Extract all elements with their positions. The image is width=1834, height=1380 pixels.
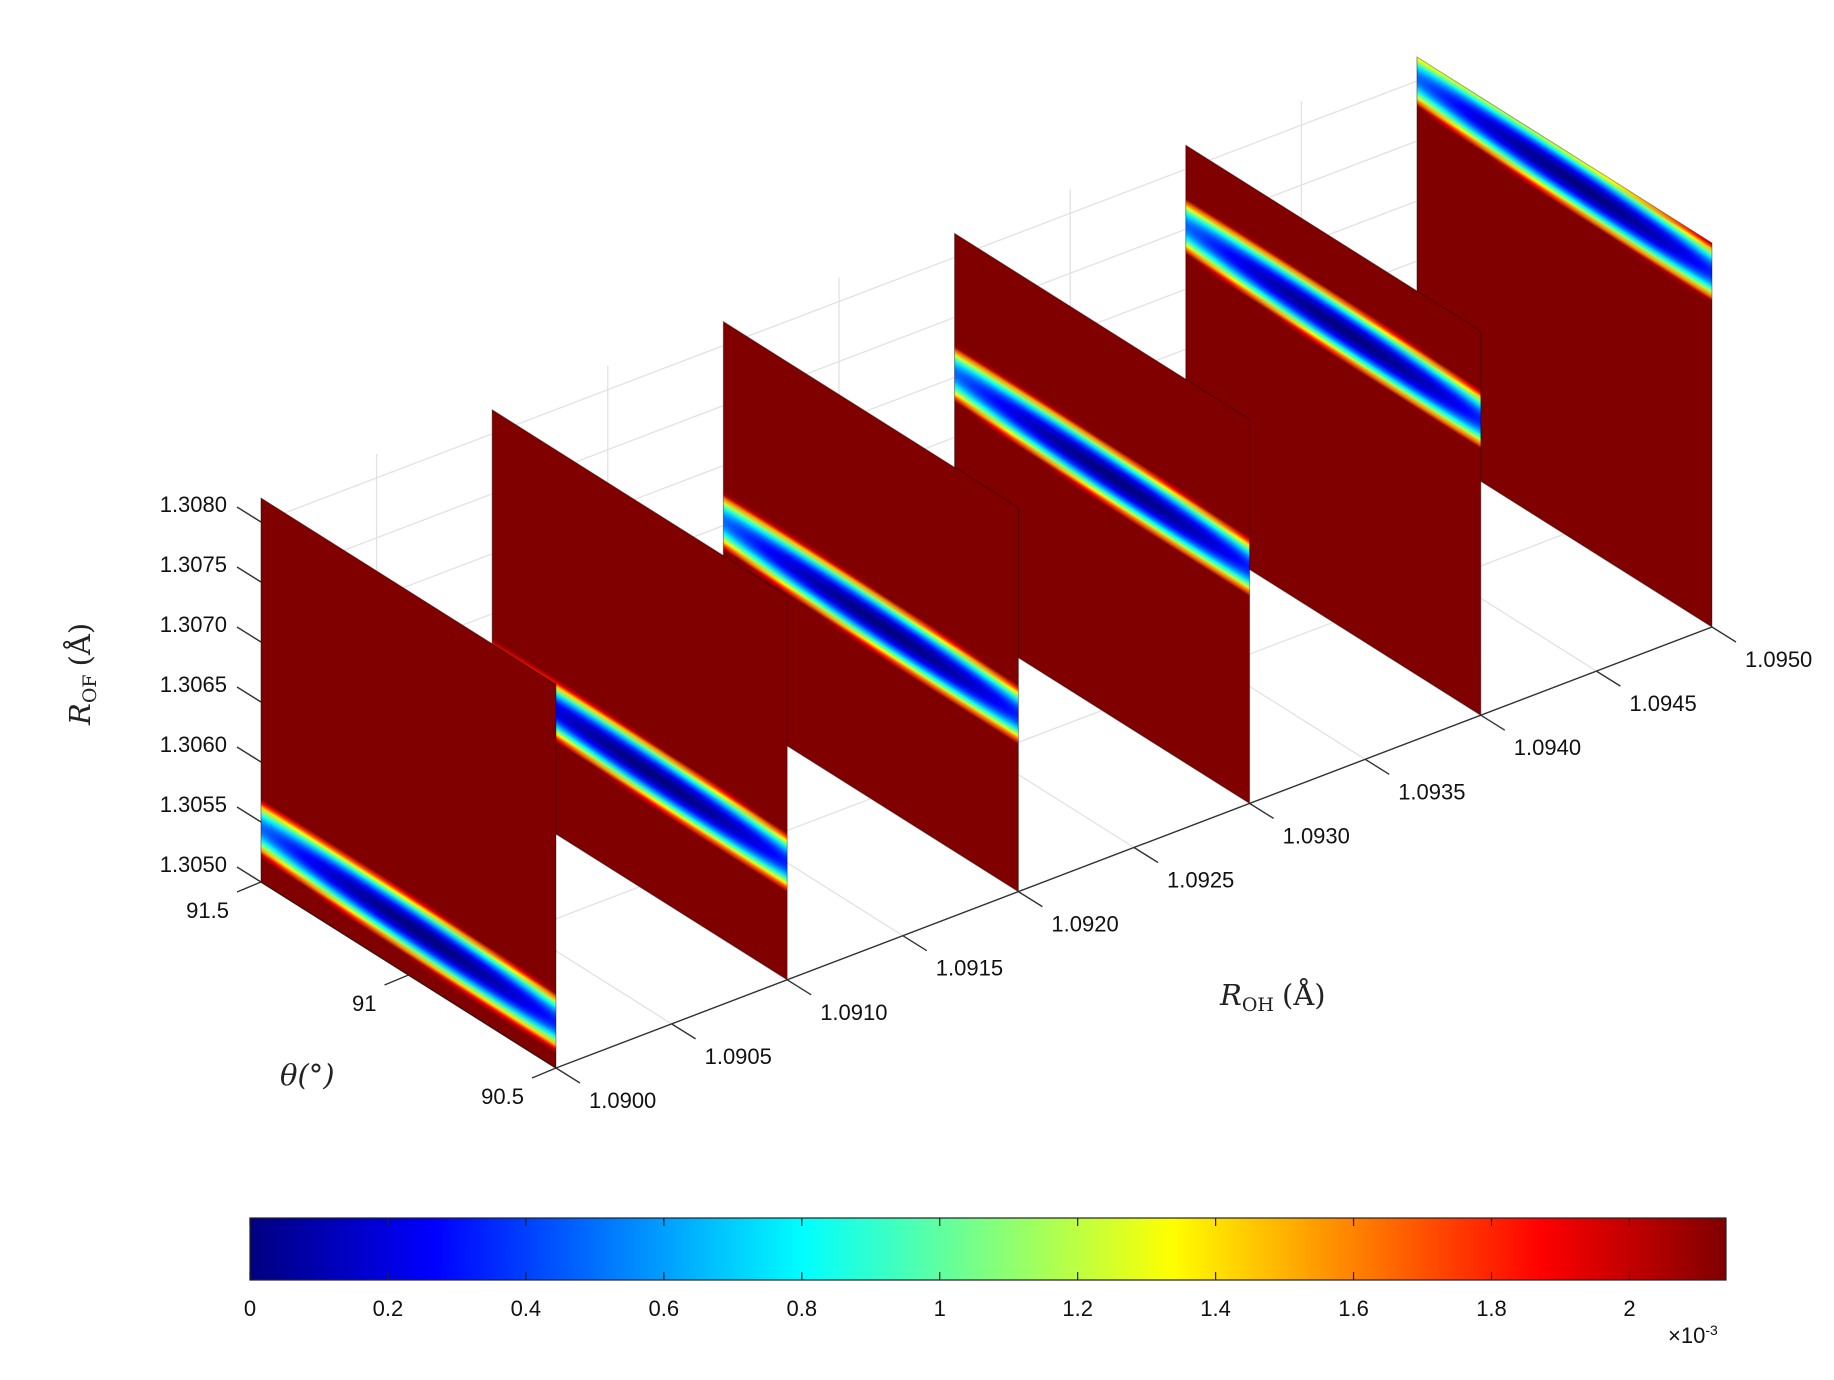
z-tick-label: 1.3055 <box>160 792 227 817</box>
colorbar-tick-label: 2 <box>1623 1296 1635 1321</box>
z-tick-label: 1.3080 <box>160 492 227 517</box>
z-tick-mark <box>236 806 262 823</box>
y-tick-mark <box>531 1067 557 1079</box>
x-tick-label: 1.0920 <box>1051 912 1118 937</box>
z-axis-label: ROF(Å) <box>62 623 101 726</box>
colorbar-gradient <box>249 1217 1727 1281</box>
colorbar-tick-label: 0 <box>244 1296 256 1321</box>
colorbar-tick-label: 1.8 <box>1476 1296 1507 1321</box>
y-tick-label: 91.5 <box>186 898 229 923</box>
x-tick-label: 1.0925 <box>1167 868 1234 893</box>
slices <box>260 56 1713 1069</box>
x-tick-mark <box>1596 670 1621 687</box>
x-tick-label: 1.0940 <box>1514 735 1581 760</box>
y-tick-label: 90.5 <box>481 1084 524 1109</box>
colorbar-tick-label: 0.8 <box>786 1296 817 1321</box>
z-tick-label: 1.3065 <box>160 672 227 697</box>
x-tick-label: 1.0945 <box>1629 691 1696 716</box>
z-tick-label: 1.3060 <box>160 732 227 757</box>
colorbar-tick-label: 0.4 <box>511 1296 542 1321</box>
x-tick-label: 1.0905 <box>705 1044 772 1069</box>
z-tick-mark <box>236 626 262 643</box>
x-tick-mark <box>1364 758 1390 775</box>
slice-outline <box>260 497 557 1069</box>
colorbar-tick-label: 0.2 <box>373 1296 404 1321</box>
x-tick-label: 1.0950 <box>1745 647 1812 672</box>
axis-labels: ROH (Å) θ(°) ROF(Å) <box>62 623 1326 1092</box>
wall-grid-line <box>260 80 1418 523</box>
x-tick-label: 1.0930 <box>1283 823 1350 848</box>
x-axis-label: ROH (Å) <box>1219 977 1326 1016</box>
x-tick-mark <box>786 979 812 996</box>
x-tick-mark <box>671 1023 696 1040</box>
colorbar: 0 0.2 0.4 0.6 0.8 1 1.2 1.4 1.6 1.8 2 ×10-3 <box>244 1217 1727 1348</box>
colorbar-tick-label: 1.4 <box>1200 1296 1231 1321</box>
y-tick-mark <box>384 974 409 986</box>
x-tick-mark <box>1249 802 1274 819</box>
x-tick-label: 1.0910 <box>820 1000 887 1025</box>
y-axis-label: θ(°) <box>280 1058 335 1092</box>
colorbar-tick-label: 0.6 <box>649 1296 680 1321</box>
x-tick-label: 1.0900 <box>589 1088 656 1113</box>
z-tick-label: 1.3050 <box>160 852 227 877</box>
x-tick-mark <box>1480 714 1506 731</box>
x-tick-label: 1.0915 <box>936 956 1003 981</box>
z-tick-mark <box>236 686 262 703</box>
colorbar-tick-label: 1 <box>934 1296 946 1321</box>
colorbar-exponent: ×10-3 <box>1668 1322 1718 1348</box>
axes: 1.0900 1.0905 1.0910 1.0915 1.0920 1.0925 1.09… <box>160 492 1813 1113</box>
y-tick-mark <box>236 881 262 893</box>
colorbar-tick-label: 1.6 <box>1338 1296 1369 1321</box>
x-tick-mark <box>555 1067 581 1084</box>
x-tick-mark <box>1018 891 1043 908</box>
z-tick-label: 1.3070 <box>160 612 227 637</box>
z-tick-label: 1.3075 <box>160 552 227 577</box>
x-tick-mark <box>1711 626 1737 643</box>
x-tick-mark <box>902 935 928 952</box>
z-tick-mark <box>236 746 262 763</box>
y-tick-label: 91 <box>352 991 376 1016</box>
z-tick-mark <box>236 866 262 883</box>
colorbar-tick-label: 1.2 <box>1062 1296 1093 1321</box>
z-tick-mark <box>236 506 262 523</box>
x-tick-label: 1.0935 <box>1398 779 1465 804</box>
colorbar-ticks: 0 0.2 0.4 0.6 0.8 1 1.2 1.4 1.6 1.8 2 <box>244 1218 1636 1321</box>
z-tick-mark <box>236 566 262 583</box>
x-tick-mark <box>1133 846 1159 864</box>
